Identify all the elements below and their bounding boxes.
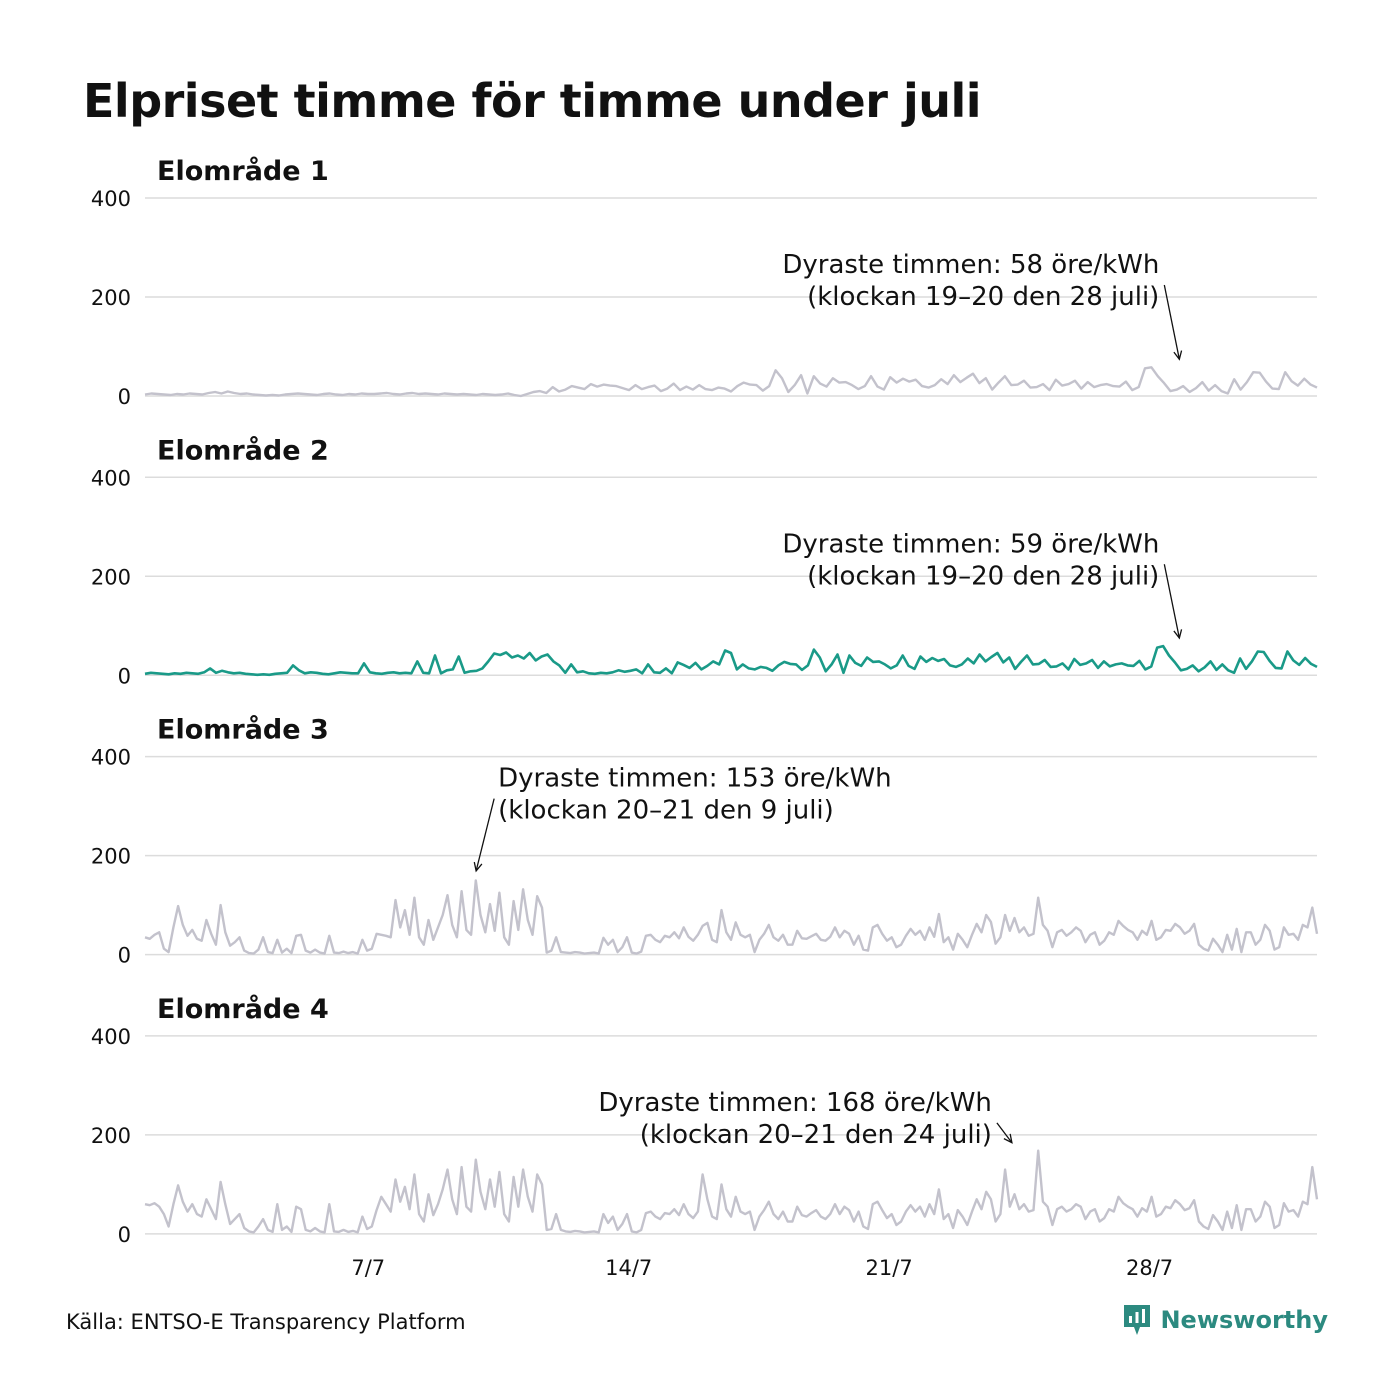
panel-title: Elområde 1 — [157, 155, 329, 187]
source-note: Källa: ENTSO-E Transparency Platform — [66, 1310, 466, 1334]
annotation-line2: (klockan 20–21 den 24 juli) — [640, 1120, 992, 1150]
annotation-line2: (klockan 19–20 den 28 juli) — [807, 282, 1159, 312]
annotation-line1: Dyraste timmen: 168 öre/kWh — [598, 1088, 992, 1118]
y-tick-label: 0 — [118, 664, 131, 688]
y-tick-label: 200 — [91, 565, 131, 589]
series-line — [144, 879, 1319, 955]
annotation-arrowhead — [473, 861, 483, 873]
annotation-arrowhead — [1003, 1133, 1013, 1144]
annotation-line1: Dyraste timmen: 58 öre/kWh — [782, 250, 1159, 280]
panel-title: Elområde 3 — [157, 714, 329, 746]
panel-3: Elområde 3 0 200 400 Dyraste timmen: 153 öre… — [91, 714, 1319, 968]
x-tick-label: 7/7 — [351, 1256, 385, 1280]
x-tick-label: 21/7 — [866, 1256, 913, 1280]
y-tick-label: 0 — [118, 944, 131, 968]
annotation-arrow — [1163, 564, 1180, 639]
brand-logo: Newsworthy — [1122, 1303, 1328, 1337]
panel-title: Elområde 2 — [157, 434, 329, 466]
x-tick-label: 14/7 — [605, 1256, 652, 1280]
series-line — [144, 366, 1318, 398]
annotation-arrowhead — [1173, 350, 1183, 361]
y-tick-label: 200 — [91, 1124, 131, 1148]
annotation-arrow — [1163, 284, 1180, 360]
series-line — [144, 1149, 1319, 1234]
series-line — [144, 644, 1318, 677]
y-tick-label: 400 — [91, 466, 131, 490]
y-tick-label: 0 — [118, 1223, 131, 1247]
y-tick-label: 200 — [91, 286, 131, 310]
annotation-line1: Dyraste timmen: 59 öre/kWh — [782, 529, 1159, 559]
panel-title: Elområde 4 — [157, 993, 329, 1025]
panel-4: Elområde 4 0 200 400 Dyraste timmen: 168 öre… — [91, 993, 1319, 1247]
annotation-arrow — [475, 798, 495, 872]
annotation-line2: (klockan 19–20 den 28 juli) — [807, 561, 1159, 591]
y-tick-label: 400 — [91, 746, 131, 770]
y-tick-label: 400 — [91, 1025, 131, 1049]
page-title: Elpriset timme för timme under juli — [83, 74, 982, 128]
y-tick-label: 400 — [91, 187, 131, 211]
annotation-line2: (klockan 20–21 den 9 juli) — [498, 796, 834, 826]
panel-2: Elområde 2 0 200 400 Dyraste timmen: 59 öre/… — [91, 434, 1318, 688]
panel-1: Elområde 1 0 200 400 Dyraste timmen: 58 öre/… — [91, 155, 1318, 409]
brand-name: Newsworthy — [1160, 1306, 1328, 1334]
newsworthy-logo-icon — [1124, 1305, 1151, 1335]
x-tick-label: 28/7 — [1126, 1256, 1173, 1280]
x-axis: 7/7 14/7 21/7 28/7 — [351, 1256, 1173, 1280]
annotation-line1: Dyraste timmen: 153 öre/kWh — [498, 764, 892, 794]
annotation-arrow — [996, 1122, 1013, 1144]
chart-panels: Elområde 1 0 200 400 Dyraste timmen: 58 öre/… — [91, 155, 1319, 1247]
y-tick-label: 200 — [91, 845, 131, 869]
y-tick-label: 0 — [118, 385, 131, 409]
annotation-arrowhead — [1173, 629, 1183, 640]
